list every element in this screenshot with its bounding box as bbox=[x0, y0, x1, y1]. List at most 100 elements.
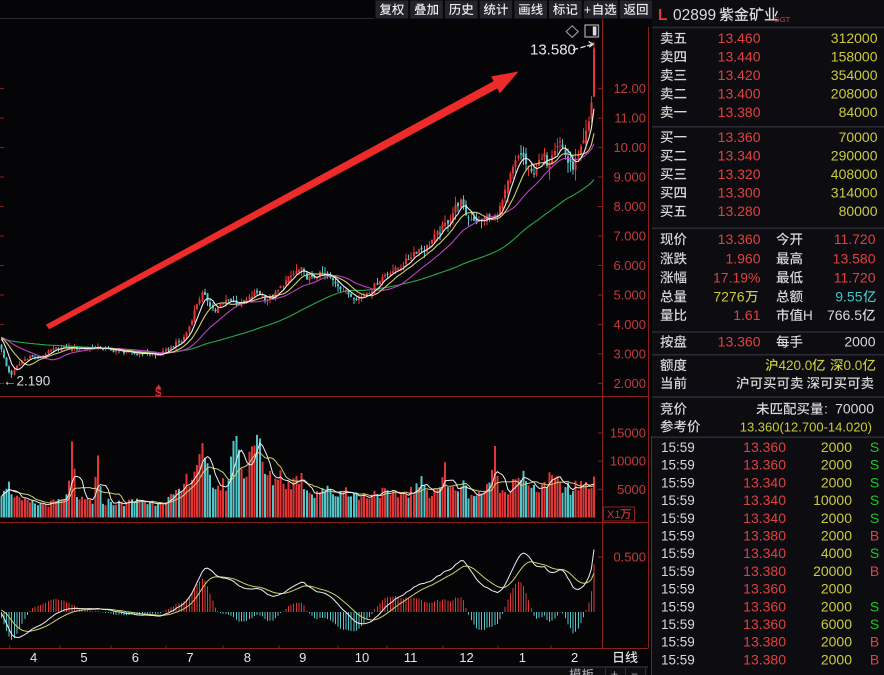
svg-text:13.380: 13.380 bbox=[743, 563, 786, 579]
svg-text:13.360: 13.360 bbox=[743, 457, 786, 473]
svg-text:9.000: 9.000 bbox=[613, 170, 646, 185]
svg-text:312000: 312000 bbox=[831, 30, 878, 46]
svg-text:9: 9 bbox=[299, 650, 306, 665]
svg-text:S: S bbox=[870, 616, 879, 632]
svg-text:2000: 2000 bbox=[821, 528, 852, 544]
svg-text::: : bbox=[824, 401, 828, 417]
svg-text:2000: 2000 bbox=[821, 457, 852, 473]
svg-text:80000: 80000 bbox=[839, 203, 878, 219]
svg-text:290000: 290000 bbox=[831, 148, 878, 164]
svg-text:208000: 208000 bbox=[831, 86, 878, 102]
svg-text:13.360: 13.360 bbox=[718, 334, 761, 350]
svg-text:11.720: 11.720 bbox=[834, 269, 876, 285]
svg-text:2.000: 2.000 bbox=[613, 376, 646, 391]
svg-text:2000: 2000 bbox=[821, 634, 852, 650]
svg-text:15:59: 15:59 bbox=[661, 493, 695, 508]
svg-text:S: S bbox=[870, 545, 879, 561]
svg-text:5000: 5000 bbox=[617, 482, 646, 497]
svg-text:$: $ bbox=[155, 388, 162, 400]
svg-text:15:59: 15:59 bbox=[661, 475, 695, 490]
svg-text:2000: 2000 bbox=[821, 581, 852, 597]
svg-text:4000: 4000 bbox=[821, 545, 852, 561]
svg-text:13.380: 13.380 bbox=[743, 651, 786, 667]
svg-text:158000: 158000 bbox=[831, 49, 878, 65]
svg-text:8.000: 8.000 bbox=[613, 199, 646, 214]
svg-text:354000: 354000 bbox=[831, 67, 878, 83]
svg-text:−: − bbox=[631, 667, 638, 675]
svg-text:+: + bbox=[584, 3, 591, 17]
svg-text:420.0: 420.0 bbox=[779, 358, 813, 373]
svg-text:13.360: 13.360 bbox=[743, 581, 786, 597]
svg-text:13.580: 13.580 bbox=[833, 250, 876, 266]
svg-text:15:59: 15:59 bbox=[661, 582, 695, 597]
svg-text:10.00: 10.00 bbox=[613, 140, 646, 155]
svg-text:12.00: 12.00 bbox=[613, 81, 646, 96]
svg-text:766.5: 766.5 bbox=[827, 307, 862, 323]
svg-text:5: 5 bbox=[80, 650, 87, 665]
svg-text:1.960: 1.960 bbox=[725, 250, 760, 266]
svg-text:2: 2 bbox=[571, 650, 578, 665]
svg-text:70000: 70000 bbox=[839, 129, 878, 145]
svg-text:02899: 02899 bbox=[673, 7, 716, 24]
svg-text:6: 6 bbox=[132, 650, 139, 665]
svg-text:13.360: 13.360 bbox=[743, 439, 786, 455]
svg-text:S: S bbox=[870, 457, 879, 473]
svg-text:70000: 70000 bbox=[835, 401, 874, 417]
svg-text:13.280: 13.280 bbox=[718, 203, 761, 219]
svg-text:314000: 314000 bbox=[831, 185, 878, 201]
svg-text:11: 11 bbox=[404, 650, 418, 665]
svg-text:1: 1 bbox=[519, 650, 526, 665]
svg-text:GGT: GGT bbox=[774, 15, 791, 24]
svg-text:13.360: 13.360 bbox=[743, 616, 786, 632]
svg-text:11.00: 11.00 bbox=[614, 111, 646, 126]
svg-text:B: B bbox=[870, 563, 879, 579]
svg-text:←2.190: ←2.190 bbox=[3, 374, 50, 389]
svg-text:0.0: 0.0 bbox=[844, 358, 863, 373]
svg-text:2000: 2000 bbox=[844, 334, 875, 350]
svg-text:13.360(12.700-14.020): 13.360(12.700-14.020) bbox=[740, 419, 872, 434]
svg-text:15:59: 15:59 bbox=[661, 599, 695, 614]
svg-text:13.360: 13.360 bbox=[718, 231, 761, 247]
svg-text:10: 10 bbox=[355, 650, 369, 665]
svg-text:13.340: 13.340 bbox=[743, 545, 786, 561]
svg-text:13.380: 13.380 bbox=[718, 104, 761, 120]
svg-text:15:59: 15:59 bbox=[661, 511, 695, 526]
svg-text:13.380: 13.380 bbox=[743, 528, 786, 544]
svg-text:84000: 84000 bbox=[839, 104, 878, 120]
svg-text:15000: 15000 bbox=[610, 426, 646, 441]
svg-text:13.300: 13.300 bbox=[718, 185, 761, 201]
svg-text:7: 7 bbox=[186, 650, 193, 665]
svg-text:408000: 408000 bbox=[831, 166, 878, 182]
svg-text:15:59: 15:59 bbox=[661, 529, 695, 544]
svg-text:S: S bbox=[870, 492, 879, 508]
svg-text:2000: 2000 bbox=[821, 439, 852, 455]
svg-text:13.420: 13.420 bbox=[718, 67, 761, 83]
svg-text:13.460: 13.460 bbox=[718, 30, 761, 46]
svg-text:L: L bbox=[658, 7, 667, 24]
svg-text:X1: X1 bbox=[607, 509, 620, 521]
svg-text:4.000: 4.000 bbox=[613, 317, 646, 332]
svg-text:1.61: 1.61 bbox=[733, 307, 760, 323]
svg-text:5.000: 5.000 bbox=[613, 288, 646, 303]
svg-text:3.000: 3.000 bbox=[613, 346, 646, 361]
svg-text:13.340: 13.340 bbox=[743, 492, 786, 508]
svg-text:2000: 2000 bbox=[821, 510, 852, 526]
svg-text:15:59: 15:59 bbox=[661, 546, 695, 561]
svg-text:11.720: 11.720 bbox=[834, 231, 876, 247]
svg-text:4: 4 bbox=[30, 650, 37, 665]
svg-text:13.440: 13.440 bbox=[718, 49, 761, 65]
svg-text:15:59: 15:59 bbox=[661, 652, 695, 667]
svg-text:15:59: 15:59 bbox=[661, 458, 695, 473]
svg-text:13.380: 13.380 bbox=[743, 634, 786, 650]
svg-text:13.400: 13.400 bbox=[718, 86, 761, 102]
svg-text:0.500: 0.500 bbox=[613, 550, 646, 565]
svg-text:S: S bbox=[870, 510, 879, 526]
svg-text:S: S bbox=[870, 439, 879, 455]
svg-text:17.19%: 17.19% bbox=[713, 269, 760, 285]
svg-text:13.580: 13.580 bbox=[530, 42, 576, 59]
svg-text:7.000: 7.000 bbox=[613, 229, 646, 244]
svg-text:13.360: 13.360 bbox=[743, 598, 786, 614]
svg-text:13.340: 13.340 bbox=[718, 148, 761, 164]
svg-text:20000: 20000 bbox=[813, 563, 852, 579]
svg-text:S: S bbox=[870, 474, 879, 490]
